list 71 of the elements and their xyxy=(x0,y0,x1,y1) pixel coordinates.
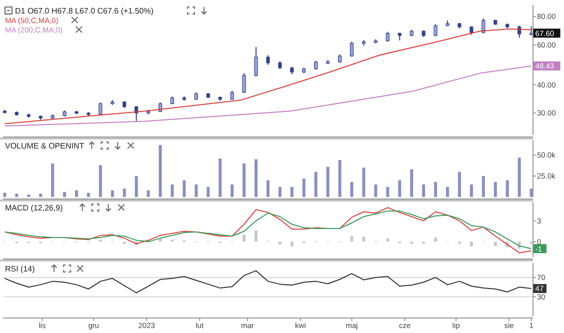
bar xyxy=(446,186,450,197)
bar xyxy=(386,186,390,197)
bar xyxy=(350,236,354,242)
bar xyxy=(302,178,306,197)
bar xyxy=(410,169,414,197)
candlestick xyxy=(350,41,354,58)
bar xyxy=(158,145,162,197)
bar xyxy=(314,172,318,197)
chart-title: VOLUME & OPENINT xyxy=(5,142,84,150)
bar xyxy=(86,192,90,197)
bar xyxy=(290,242,294,247)
bar xyxy=(206,186,210,197)
bar xyxy=(27,194,30,197)
candlestick xyxy=(518,25,522,38)
bar xyxy=(494,182,497,197)
bar xyxy=(242,234,246,242)
bar xyxy=(230,184,234,197)
bar xyxy=(422,184,426,197)
line-series xyxy=(4,28,532,124)
bar xyxy=(3,192,6,197)
bar xyxy=(110,190,114,197)
bar xyxy=(194,184,198,197)
bar xyxy=(374,184,378,197)
bar xyxy=(470,184,473,197)
bar xyxy=(242,163,246,197)
line-series xyxy=(4,65,532,126)
bar xyxy=(63,192,66,197)
bar xyxy=(518,158,521,197)
bar xyxy=(350,182,354,197)
bar xyxy=(51,163,54,197)
bar xyxy=(458,172,461,197)
bar xyxy=(362,236,366,242)
bar xyxy=(15,194,18,197)
bar xyxy=(494,242,497,246)
candlestick xyxy=(386,31,390,42)
bar xyxy=(98,165,102,197)
bar xyxy=(254,159,258,197)
candlestick xyxy=(434,24,438,37)
chart-title: RSI (14) xyxy=(5,264,36,274)
bar xyxy=(170,184,174,197)
bar xyxy=(182,180,186,197)
bar xyxy=(386,238,390,242)
candlestick xyxy=(254,46,258,78)
candlestick xyxy=(266,54,270,66)
chart-title: D1 O67.0 H67.8 L67.0 C67.6 (+1.50%) xyxy=(15,6,154,16)
candlestick xyxy=(230,90,234,100)
bar xyxy=(470,242,473,247)
bar xyxy=(254,230,258,242)
bar xyxy=(122,188,126,197)
candlestick xyxy=(482,18,486,34)
bar xyxy=(290,186,294,197)
bar xyxy=(266,180,270,197)
bar xyxy=(134,176,138,197)
bar xyxy=(398,180,402,197)
bar xyxy=(75,190,78,197)
bar xyxy=(434,238,438,242)
candlestick xyxy=(98,102,102,116)
bar xyxy=(362,168,366,197)
chart-title: MACD (12,26,9) xyxy=(5,204,64,212)
bar xyxy=(39,194,42,197)
bar xyxy=(482,176,485,197)
bar xyxy=(158,238,162,242)
bar xyxy=(338,160,342,197)
bar xyxy=(434,182,438,197)
bar xyxy=(278,186,282,197)
bar xyxy=(218,158,222,197)
bar xyxy=(326,166,330,197)
bar xyxy=(278,242,282,244)
bar xyxy=(506,180,509,197)
bar xyxy=(146,190,150,197)
candlestick xyxy=(242,72,246,94)
